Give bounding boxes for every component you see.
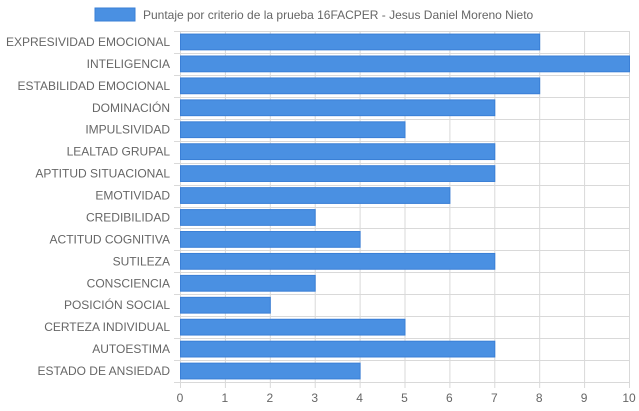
bar[interactable] [180, 33, 541, 51]
category-label: POSICIÓN SOCIAL [64, 297, 170, 312]
category-label: INTELIGENCIA [87, 57, 170, 71]
category-label: ESTADO DE ANSIEDAD [38, 364, 171, 378]
category-label: CONSCIENCIA [87, 276, 170, 290]
x-tick-label: 9 [581, 391, 588, 405]
category-label: CREDIBILIDAD [86, 210, 170, 224]
x-tick-label: 2 [266, 391, 273, 405]
x-tick-label: 4 [356, 391, 363, 405]
bar[interactable] [180, 209, 316, 226]
category-label: DOMINACIÓN [92, 100, 170, 115]
category-label: LEALTAD GRUPAL [67, 145, 171, 159]
bar[interactable] [180, 77, 541, 95]
bar[interactable] [180, 274, 316, 292]
category-label: ACTITUD COGNITIVA [50, 232, 170, 246]
category-label: EXPRESIVIDAD EMOCIONAL [6, 35, 170, 49]
bar[interactable] [180, 121, 406, 139]
bar[interactable] [180, 143, 496, 161]
category-label: SUTILEZA [113, 254, 170, 268]
x-tick-label: 3 [311, 391, 318, 405]
legend-swatch [94, 7, 136, 22]
x-tick-label: 8 [536, 391, 543, 405]
x-tick-label: 7 [491, 391, 498, 405]
bar[interactable] [180, 55, 630, 73]
bar[interactable] [180, 231, 361, 248]
x-tick-label: 0 [177, 391, 184, 405]
bar[interactable] [180, 340, 496, 358]
bar[interactable] [180, 252, 496, 270]
bar[interactable] [180, 187, 451, 204]
bar[interactable] [180, 165, 496, 182]
category-label: CERTEZA INDIVIDUAL [44, 320, 170, 334]
category-label: IMPULSIVIDAD [85, 123, 170, 137]
bars [180, 33, 630, 380]
legend-label: Puntaje por criterio de la prueba 16FACP… [143, 8, 534, 22]
category-label: EMOTIVIDAD [95, 189, 170, 203]
x-tick-label: 6 [446, 391, 453, 405]
bar[interactable] [180, 318, 406, 336]
bar[interactable] [180, 296, 271, 314]
category-label: ESTABILIDAD EMOCIONAL [18, 79, 171, 93]
chart-legend[interactable]: Puntaje por criterio de la prueba 16FACP… [94, 7, 534, 22]
category-label: AUTOESTIMA [92, 342, 170, 356]
category-label: APTITUD SITUACIONAL [35, 167, 170, 181]
bar[interactable] [180, 99, 496, 117]
x-tick-label: 10 [622, 391, 636, 405]
y-axis-labels: EXPRESIVIDAD EMOCIONAL INTELIGENCIA ESTABI… [6, 35, 170, 378]
bar[interactable] [180, 362, 361, 380]
x-tick-label: 5 [401, 391, 408, 405]
x-axis-ticks: 0 1 2 3 4 5 6 7 8 9 10 [177, 391, 636, 405]
x-tick-label: 1 [222, 391, 229, 405]
